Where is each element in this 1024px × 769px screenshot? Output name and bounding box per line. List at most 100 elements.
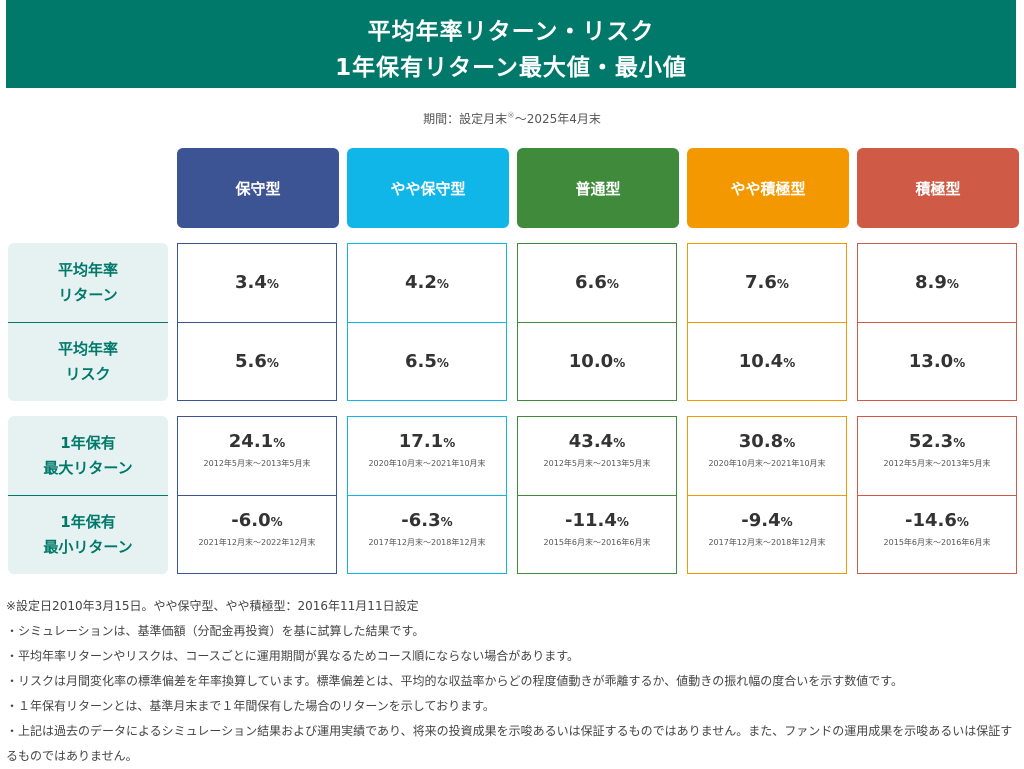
avg-risk-value: 5.6% — [235, 351, 279, 372]
min-return-value: -6.0% — [231, 510, 283, 531]
row-label-avg-return: 平均年率 リターン — [8, 243, 168, 323]
max-return-period: 2012年5月末～2013年5月末 — [883, 459, 991, 468]
divider — [688, 322, 846, 323]
max-return-period: 2012年5月末～2013年5月末 — [543, 459, 651, 468]
avg-risk-value: 13.0% — [908, 351, 966, 372]
min-return-value: -11.4% — [565, 510, 629, 531]
avg-risk-cell: 5.6% — [178, 323, 336, 400]
row-label-line: 最小リターン — [43, 538, 133, 556]
divider — [178, 495, 336, 496]
divider — [858, 322, 1016, 323]
footnote: ・シミュレーションは、基準価額（分配金再投資）を基に試算した結果です。 — [6, 624, 425, 638]
avg-return-value: 4.2% — [405, 272, 449, 293]
row-label-line: 1年保有 — [60, 433, 116, 452]
avg-risk-value: 6.5% — [405, 351, 449, 372]
footnote: ・１年保有リターンとは、基準月末まで１年間保有した場合のリターンを示しております… — [6, 699, 495, 713]
row-label-min-return: 1年保有 最小リターン — [8, 496, 168, 574]
avg-return-value: 3.4% — [235, 272, 279, 293]
divider — [858, 495, 1016, 496]
divider — [688, 495, 846, 496]
avg-return-cell: 7.6% — [688, 244, 846, 322]
fund-risk-return-box: 3.4% 5.6% — [177, 243, 337, 401]
max-return-cell: 30.8% 2020年10月末～2021年10月末 — [688, 417, 846, 495]
min-return-period: 2021年12月末～2022年12月末 — [198, 538, 316, 547]
fund-name: 普通型 — [575, 179, 621, 198]
fund-risk-return-box: 7.6% 10.4% — [687, 243, 847, 401]
max-return-cell: 17.1% 2020年10月末～2021年10月末 — [348, 417, 506, 495]
fund-header: やや保守型 — [347, 148, 509, 228]
row-label-line: リターン — [58, 285, 118, 304]
avg-risk-value: 10.0% — [568, 351, 626, 372]
avg-return-value: 8.9% — [915, 272, 959, 293]
avg-return-value: 6.6% — [575, 272, 619, 293]
fund-name: やや積極型 — [730, 179, 806, 198]
period-note-mark: ※ — [507, 111, 515, 121]
footnote: ・上記は過去のデータによるシミュレーション結果および運用実績であり、将来の投資成… — [6, 724, 1013, 763]
footnote: ※設定日2010年3月15日。やや保守型、やや積極型：2016年11月11日設定 — [6, 599, 419, 613]
avg-return-cell: 3.4% — [178, 244, 336, 322]
min-return-cell: -6.0% 2021年12月末～2022年12月末 — [178, 496, 336, 573]
min-return-value: -9.4% — [741, 510, 793, 531]
avg-risk-cell: 10.0% — [518, 323, 676, 400]
fund-one-year-box: 17.1% 2020年10月末～2021年10月末 -6.3% 2017年12月末～2… — [347, 416, 507, 574]
min-return-value: -14.6% — [905, 510, 969, 531]
fund-header: 普通型 — [517, 148, 679, 228]
divider — [518, 322, 676, 323]
row-label-line: 最大リターン — [43, 458, 133, 477]
period-prefix: 期間：設定月末 — [423, 112, 508, 126]
row-label-avg-risk: 平均年率 リスク — [8, 323, 168, 401]
min-return-period: 2017年12月末～2018年12月末 — [368, 538, 486, 547]
max-return-value: 17.1% — [398, 431, 456, 452]
max-return-value: 52.3% — [908, 431, 966, 452]
title-line-2: 1年保有リターン最大値・最小値 — [335, 55, 687, 81]
period-suffix: ～2025年4月末 — [514, 112, 601, 126]
fund-risk-return-box: 8.9% 13.0% — [857, 243, 1017, 401]
divider — [348, 322, 506, 323]
footnotes: ※設定日2010年3月15日。やや保守型、やや積極型：2016年11月11日設定… — [6, 594, 1018, 769]
fund-one-year-box: 43.4% 2012年5月末～2013年5月末 -11.4% 2015年6月末～201… — [517, 416, 677, 574]
fund-risk-return-box: 4.2% 6.5% — [347, 243, 507, 401]
avg-risk-cell: 6.5% — [348, 323, 506, 400]
max-return-cell: 43.4% 2012年5月末～2013年5月末 — [518, 417, 676, 495]
min-return-value: -6.3% — [401, 510, 453, 531]
max-return-period: 2012年5月末～2013年5月末 — [203, 459, 311, 468]
avg-risk-cell: 13.0% — [858, 323, 1016, 400]
row-label-max-return: 1年保有 最大リターン — [8, 416, 168, 496]
fund-header: 積極型 — [857, 148, 1019, 228]
avg-risk-cell: 10.4% — [688, 323, 846, 400]
divider — [518, 495, 676, 496]
max-return-cell: 52.3% 2012年5月末～2013年5月末 — [858, 417, 1016, 495]
min-return-cell: -6.3% 2017年12月末～2018年12月末 — [348, 496, 506, 573]
divider — [348, 495, 506, 496]
fund-risk-return-box: 6.6% 10.0% — [517, 243, 677, 401]
min-return-cell: -14.6% 2015年6月末～2016年6月末 — [858, 496, 1016, 573]
fund-one-year-box: 24.1% 2012年5月末～2013年5月末 -6.0% 2021年12月末～202… — [177, 416, 337, 574]
row-label-line: 平均年率 — [57, 340, 118, 358]
avg-return-value: 7.6% — [745, 272, 789, 293]
avg-risk-value: 10.4% — [738, 351, 796, 372]
fund-name: 保守型 — [235, 179, 281, 198]
fund-one-year-box: 52.3% 2012年5月末～2013年5月末 -14.6% 2015年6月末～201… — [857, 416, 1017, 574]
max-return-value: 30.8% — [738, 431, 796, 452]
title-line-1: 平均年率リターン・リスク — [367, 19, 655, 45]
fund-header: やや積極型 — [687, 148, 849, 228]
row-label-line: 1年保有 — [60, 513, 116, 531]
fund-name: 積極型 — [915, 179, 961, 198]
divider — [178, 322, 336, 323]
title-banner: 平均年率リターン・リスク 1年保有リターン最大値・最小値 — [6, 0, 1016, 88]
min-return-cell: -9.4% 2017年12月末～2018年12月末 — [688, 496, 846, 573]
footnote: ・平均年率リターンやリスクは、コースごとに運用期間が異なるためコース順にならない… — [6, 649, 580, 663]
avg-return-cell: 4.2% — [348, 244, 506, 322]
max-return-cell: 24.1% 2012年5月末～2013年5月末 — [178, 417, 336, 495]
avg-return-cell: 8.9% — [858, 244, 1016, 322]
avg-return-cell: 6.6% — [518, 244, 676, 322]
min-return-period: 2015年6月末～2016年6月末 — [883, 538, 991, 547]
max-return-value: 43.4% — [568, 431, 626, 452]
max-return-period: 2020年10月末～2021年10月末 — [368, 459, 486, 468]
fund-one-year-box: 30.8% 2020年10月末～2021年10月末 -9.4% 2017年12月末～2… — [687, 416, 847, 574]
footnote: ・リスクは月間変化率の標準偏差を年率換算しています。標準偏差とは、平均的な収益率… — [6, 674, 904, 688]
min-return-period: 2017年12月末～2018年12月末 — [708, 538, 826, 547]
fund-name: やや保守型 — [390, 179, 466, 198]
row-label-line: リスク — [65, 365, 111, 383]
max-return-period: 2020年10月末～2021年10月末 — [708, 459, 826, 468]
